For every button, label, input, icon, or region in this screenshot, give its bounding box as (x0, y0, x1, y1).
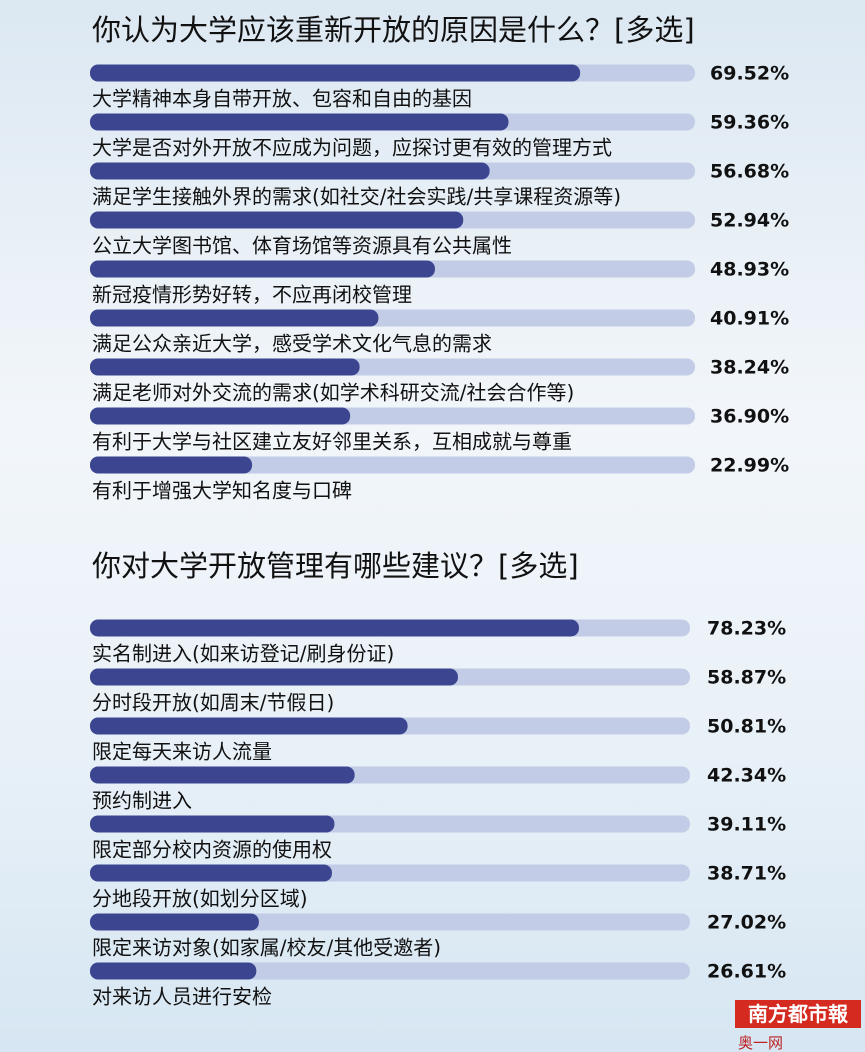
bar (90, 211, 464, 229)
value-label: 27.02% (707, 912, 786, 934)
value-label: 52.94% (710, 210, 789, 232)
bar (90, 260, 435, 278)
bar (90, 913, 259, 931)
bar (90, 815, 335, 833)
value-label: 50.81% (707, 716, 786, 738)
bar (90, 668, 458, 686)
chart-title: 你认为大学应该重新开放的原因是什么？[多选] (92, 13, 695, 47)
bar (90, 619, 579, 637)
bar (90, 113, 509, 131)
category-label: 大学精神本身自带开放、包容和自由的基因 (92, 87, 472, 111)
value-label: 36.90% (710, 406, 789, 428)
value-label: 26.61% (707, 961, 786, 983)
value-label: 22.99% (710, 455, 789, 477)
category-label: 新冠疫情形势好转，不应再闭校管理 (92, 283, 412, 307)
value-label: 56.68% (710, 161, 789, 183)
value-label: 39.11% (707, 814, 786, 836)
category-label: 分时段开放(如周末/节假日) (92, 691, 334, 715)
bar (90, 717, 408, 735)
bar (90, 358, 360, 376)
category-label: 限定每天来访人流量 (92, 740, 272, 764)
bar (90, 864, 332, 882)
value-label: 58.87% (707, 667, 786, 689)
bar (90, 766, 355, 784)
site-name: 奥一网 oeeee.com (738, 1034, 784, 1052)
bar (90, 962, 257, 980)
category-label: 有利于增强大学知名度与口碑 (92, 479, 352, 503)
bar (90, 407, 351, 425)
value-label: 59.36% (710, 112, 789, 134)
category-label: 满足公众亲近大学，感受学术文化气息的需求 (92, 332, 492, 356)
bar (90, 162, 490, 180)
brand-logo: 南方都市報 (735, 1000, 861, 1028)
bar (90, 64, 581, 82)
value-label: 38.24% (710, 357, 789, 379)
category-label: 公立大学图书馆、体育场馆等资源具有公共属性 (92, 234, 512, 258)
category-label: 对来访人员进行安检 (92, 985, 272, 1009)
value-label: 78.23% (707, 618, 786, 640)
value-label: 38.71% (707, 863, 786, 885)
bar (90, 456, 253, 474)
category-label: 实名制进入(如来访登记/刷身份证) (92, 642, 394, 666)
category-label: 大学是否对外开放不应成为问题，应探讨更有效的管理方式 (92, 136, 612, 160)
category-label: 预约制进入 (92, 789, 192, 813)
value-label: 48.93% (710, 259, 789, 281)
value-label: 40.91% (710, 308, 789, 330)
value-label: 69.52% (710, 63, 789, 85)
category-label: 限定部分校内资源的使用权 (92, 838, 332, 862)
value-label: 42.34% (707, 765, 786, 787)
category-label: 有利于大学与社区建立友好邻里关系，互相成就与尊重 (92, 430, 572, 454)
category-label: 满足学生接触外界的需求(如社交/社会实践/共享课程资源等) (92, 185, 621, 209)
category-label: 限定来访对象(如家属/校友/其他受邀者) (92, 936, 441, 960)
category-label: 分地段开放(如划分区域) (92, 887, 308, 911)
chart-title: 你对大学开放管理有哪些建议？[多选] (92, 549, 579, 583)
bar (90, 309, 379, 327)
category-label: 满足老师对外交流的需求(如学术科研交流/社会合作等) (92, 381, 574, 405)
